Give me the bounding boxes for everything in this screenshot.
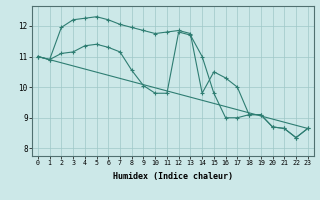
X-axis label: Humidex (Indice chaleur): Humidex (Indice chaleur): [113, 172, 233, 181]
